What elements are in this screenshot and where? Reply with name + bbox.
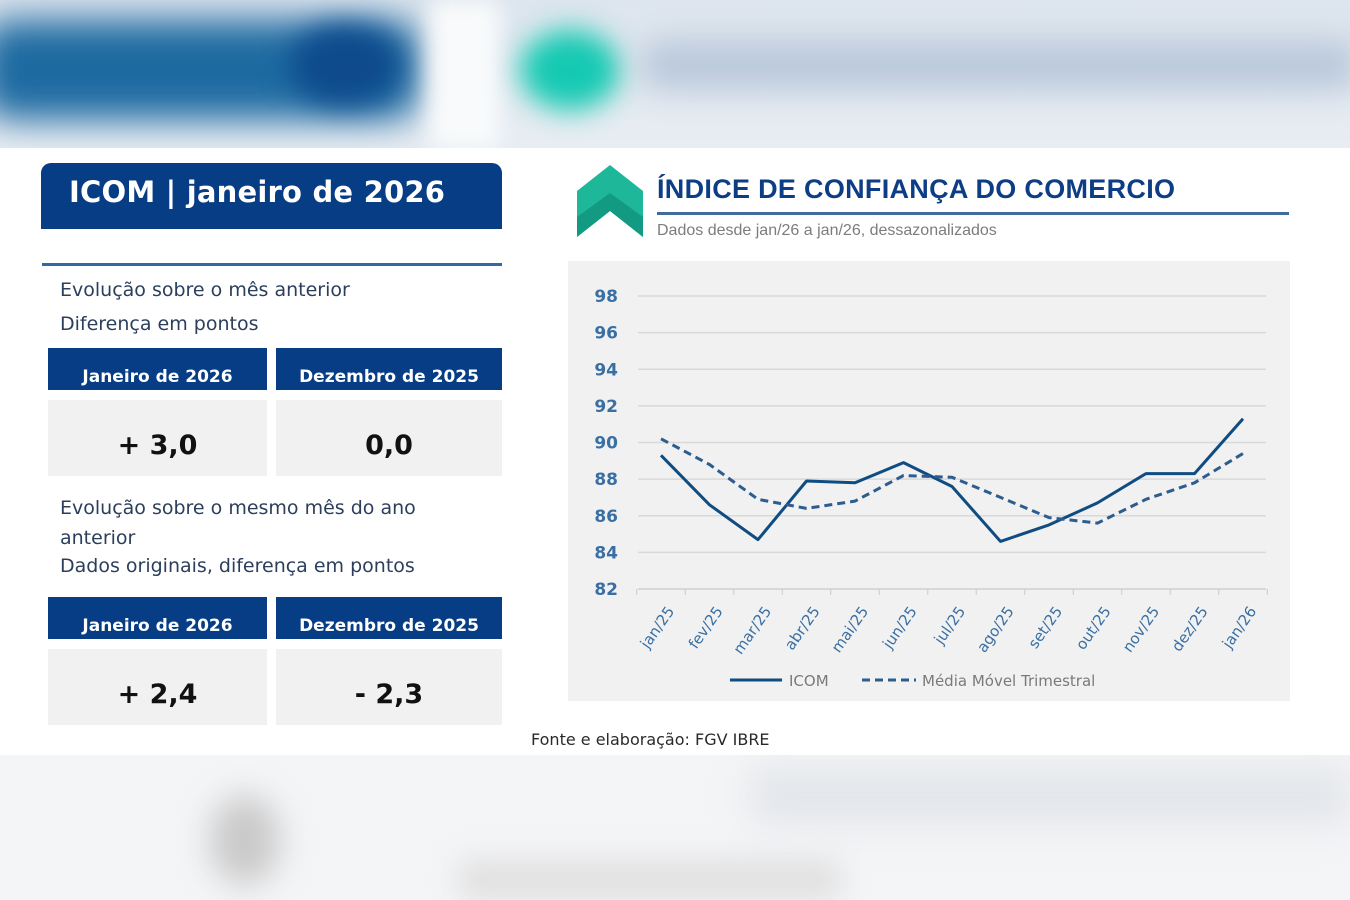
line-chart: 82 84 86 88 90 92 94 96 98 jan/25 fev/25 mar/25 abr/…: [568, 261, 1290, 701]
series-moving-average: [660, 437, 1244, 525]
svg-text:ICOM: ICOM: [789, 672, 829, 690]
x-tick-label: mar/25: [729, 603, 775, 658]
chart-title: ÍNDICE DE CONFIANÇA DO COMERCIO: [657, 174, 1176, 204]
svg-text:92: 92: [594, 397, 618, 417]
summary-title: ICOM | janeiro de 2026: [41, 163, 502, 229]
x-tick-label: jan/25: [636, 603, 678, 653]
section1-value-dez25: 0,0: [276, 400, 502, 476]
x-tick-label: set/25: [1025, 603, 1067, 652]
chevron-up-icon: [577, 165, 643, 237]
section2-value-jan26: + 2,4: [48, 649, 267, 725]
section2-value-dez25: - 2,3: [276, 649, 502, 725]
svg-text:88: 88: [594, 470, 618, 490]
blurred-background-header: [0, 0, 1350, 148]
x-tick-label: jun/25: [878, 603, 920, 653]
chart-svg: 82 84 86 88 90 92 94 96 98 jan/25 fev/25 mar/25 abr/…: [594, 287, 1268, 690]
section1-header-dez25: Dezembro de 2025: [276, 348, 502, 390]
section1-value-jan26: + 3,0: [48, 400, 267, 476]
section2-header-jan26: Janeiro de 2026: [48, 597, 267, 639]
svg-text:90: 90: [594, 434, 618, 454]
chart-title-rule: [657, 212, 1289, 215]
x-tick-label: abr/25: [781, 603, 824, 653]
svg-text:96: 96: [594, 324, 618, 344]
svg-text:86: 86: [594, 507, 618, 527]
section2-label: Evolução sobre o mesmo mês do ano anteri…: [60, 497, 416, 577]
x-tick-label: dez/25: [1168, 603, 1212, 655]
x-tick-label: nov/25: [1119, 603, 1163, 656]
chart-subtitle: Dados desde jan/26 a jan/26, dessazonali…: [657, 222, 997, 239]
svg-text:94: 94: [594, 360, 618, 380]
x-tick-label: jul/25: [930, 603, 969, 649]
svg-text:82: 82: [594, 580, 618, 600]
x-tick-label: mai/25: [828, 603, 873, 656]
svg-text:98: 98: [594, 287, 618, 307]
x-tick-label: jan/26: [1218, 603, 1260, 653]
series-icom: [659, 417, 1245, 543]
divider: [42, 263, 502, 266]
svg-text:Média Móvel Trimestral: Média Móvel Trimestral: [922, 672, 1095, 690]
x-tick-label: ago/25: [973, 603, 1018, 656]
source-note: Fonte e elaboração: FGV IBRE: [531, 730, 770, 749]
x-tick-label: out/25: [1072, 603, 1115, 653]
section1-header-jan26: Janeiro de 2026: [48, 348, 267, 390]
section2-header-dez25: Dezembro de 2025: [276, 597, 502, 639]
infographic-card: ICOM | janeiro de 2026 Evolução sobre o …: [0, 148, 1350, 755]
blurred-background-footer: [0, 755, 1350, 900]
svg-text:84: 84: [594, 543, 618, 563]
x-tick-label: fev/25: [685, 603, 727, 652]
section1-label: Evolução sobre o mês anterior Diferença …: [60, 279, 350, 335]
